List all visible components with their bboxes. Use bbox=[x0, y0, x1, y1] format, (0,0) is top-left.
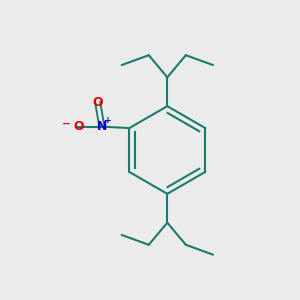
Text: N: N bbox=[97, 120, 107, 133]
Text: O: O bbox=[73, 120, 84, 133]
Text: −: − bbox=[62, 119, 70, 129]
Text: O: O bbox=[92, 96, 103, 109]
Text: +: + bbox=[104, 116, 112, 125]
